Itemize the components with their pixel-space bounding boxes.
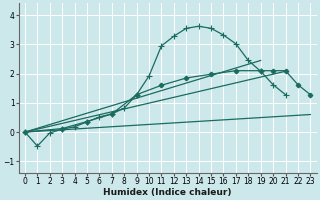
X-axis label: Humidex (Indice chaleur): Humidex (Indice chaleur) [103, 188, 232, 197]
